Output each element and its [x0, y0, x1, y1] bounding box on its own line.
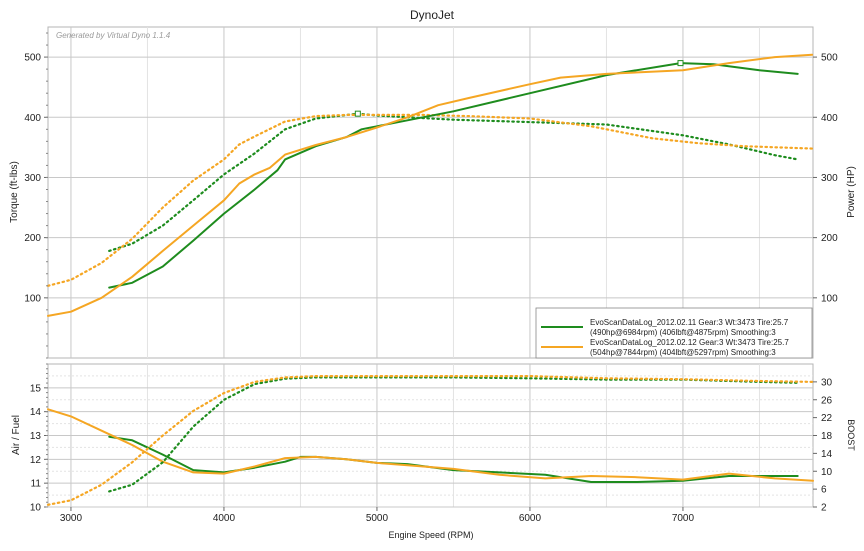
y-tick-label: 15 [30, 383, 42, 394]
air_fuel-solid-line [47, 408, 814, 482]
y-tick-label: 200 [24, 233, 41, 244]
top-gridlines [48, 27, 813, 358]
power-solid-line [108, 62, 799, 289]
rpm-axis-ticks: 3000 4000 5000 6000 7000 [60, 507, 695, 524]
y-tick-label: 400 [24, 113, 41, 124]
power-axis-title: Power (HP) [846, 166, 857, 218]
boost-dotted-line [46, 375, 815, 506]
x-tick-label: 7000 [672, 513, 695, 524]
legend: EvoScanDataLog_2012.02.11 Gear:3 Wt:3473… [535, 307, 813, 359]
x-tick-label: 3000 [60, 513, 83, 524]
top-plot-area [47, 26, 814, 359]
credit-text: Generated by Virtual Dyno 1.1.4 [56, 31, 171, 40]
x-tick-label: 4000 [213, 513, 236, 524]
y2-tick-label: 100 [821, 293, 838, 304]
torque-axis-title: Torque (ft-lbs) [9, 161, 20, 223]
legend-box [535, 307, 813, 359]
y-tick-label: 11 [31, 479, 42, 490]
y2-tick-label: 18 [821, 431, 833, 442]
boost-axis-title: BOOST [846, 419, 856, 451]
air-fuel-axis-ticks: 10 11 12 13 14 15 [30, 363, 48, 514]
y-tick-label: 500 [24, 53, 41, 64]
y-tick-label: 12 [30, 455, 42, 466]
y-tick-label: 13 [30, 431, 42, 442]
y2-tick-label: 300 [821, 173, 838, 184]
power-peak-marker [677, 60, 684, 67]
legend-entry-2-line1: EvoScanDataLog_2012.02.12 Gear:3 Wt:3473… [590, 338, 789, 347]
rpm-axis-title: Engine Speed (RPM) [388, 530, 473, 540]
y2-tick-label: 400 [821, 113, 838, 124]
legend-entry-2-line2: (504hp@7844rpm) (404lbft@5297rpm) Smooth… [590, 348, 776, 357]
y2-tick-label: 200 [821, 233, 838, 244]
y2-tick-label: 500 [821, 53, 838, 64]
torque-dotted-line [46, 113, 815, 287]
y2-tick-label: 10 [821, 467, 833, 478]
y2-tick-label: 22 [821, 413, 833, 424]
torque-axis-ticks: 100 200 300 400 500 [24, 32, 48, 359]
x-tick-label: 6000 [519, 513, 542, 524]
y2-tick-label: 26 [821, 395, 833, 406]
y-tick-label: 300 [24, 173, 41, 184]
y2-tick-label: 14 [821, 449, 833, 460]
legend-entry-1-line2: (490hp@6984rpm) (406lbft@4875rpm) Smooth… [590, 328, 776, 337]
y2-tick-label: 6 [821, 485, 827, 496]
air-fuel-axis-title: Air / Fuel [11, 415, 22, 455]
bottom-series-layer [46, 375, 815, 506]
power-solid-line [47, 53, 814, 317]
bottom-gridlines [48, 364, 813, 508]
y-tick-label: 10 [30, 503, 42, 514]
torque-peak-marker [354, 110, 361, 117]
y-tick-label: 14 [30, 407, 42, 418]
y-tick-label: 100 [24, 293, 41, 304]
legend-entry-1-line1: EvoScanDataLog_2012.02.11 Gear:3 Wt:3473… [590, 318, 789, 327]
top-series-layer [46, 53, 815, 317]
x-tick-label: 5000 [366, 513, 389, 524]
y2-tick-label: 30 [821, 377, 833, 388]
power-axis-ticks: 100 200 300 400 500 [813, 53, 838, 304]
chart-title: DynoJet [410, 8, 455, 22]
y2-tick-label: 2 [821, 503, 827, 514]
